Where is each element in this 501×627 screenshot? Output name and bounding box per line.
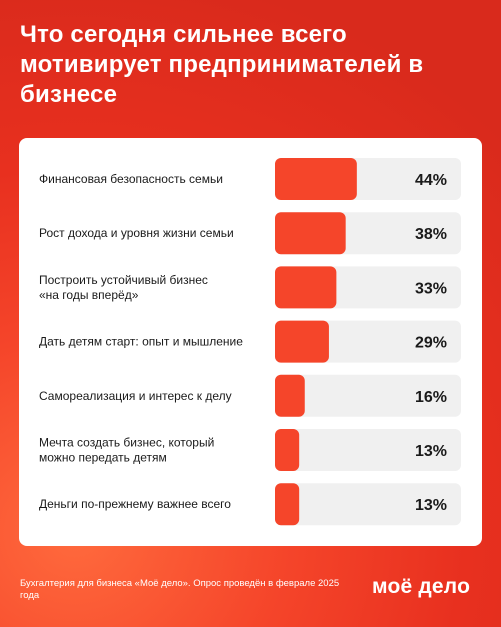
chart-card: Финансовая безопасность семьи 44% Рост дох…	[19, 138, 482, 546]
bar	[275, 374, 305, 417]
value-label: 38%	[415, 226, 447, 243]
bar-track	[275, 429, 461, 471]
category-label: Дать детям старт: опыт и мышление	[39, 335, 243, 349]
category-label: Финансовая безопасность семьи	[39, 172, 223, 186]
bar-track	[275, 374, 461, 417]
bar	[275, 429, 300, 471]
value-label: 13%	[415, 443, 447, 460]
value-label: 29%	[415, 335, 447, 352]
value-label: 13%	[415, 497, 447, 514]
value-label: 16%	[415, 389, 447, 406]
value-label: 44%	[415, 172, 447, 189]
bar-track	[275, 483, 461, 526]
bar-chart: Финансовая безопасность семьи 44% Рост дох…	[39, 158, 461, 526]
category-label: Деньги по-прежнему важнее всего	[39, 497, 231, 511]
category-label: Рост дохода и уровня жизни семьи	[39, 226, 234, 240]
page-title: Что сегодня сильнее всего мотивирует пре…	[20, 21, 424, 108]
bar	[275, 320, 329, 363]
category-label: Самореализация и интерес к делу	[39, 389, 232, 403]
category-label: Мечта создать бизнес, который можно перед…	[39, 436, 214, 465]
bar	[275, 212, 346, 255]
value-label: 33%	[415, 280, 447, 297]
bar	[275, 266, 337, 309]
category-label: Построить устойчивый бизнес «на годы впер…	[39, 273, 208, 302]
brand-logo: моё дело	[372, 575, 471, 598]
bar	[275, 158, 357, 200]
source-note: Бухгалтерия для бизнеса «Моё дело». Опро…	[20, 578, 340, 601]
bar	[275, 483, 300, 526]
